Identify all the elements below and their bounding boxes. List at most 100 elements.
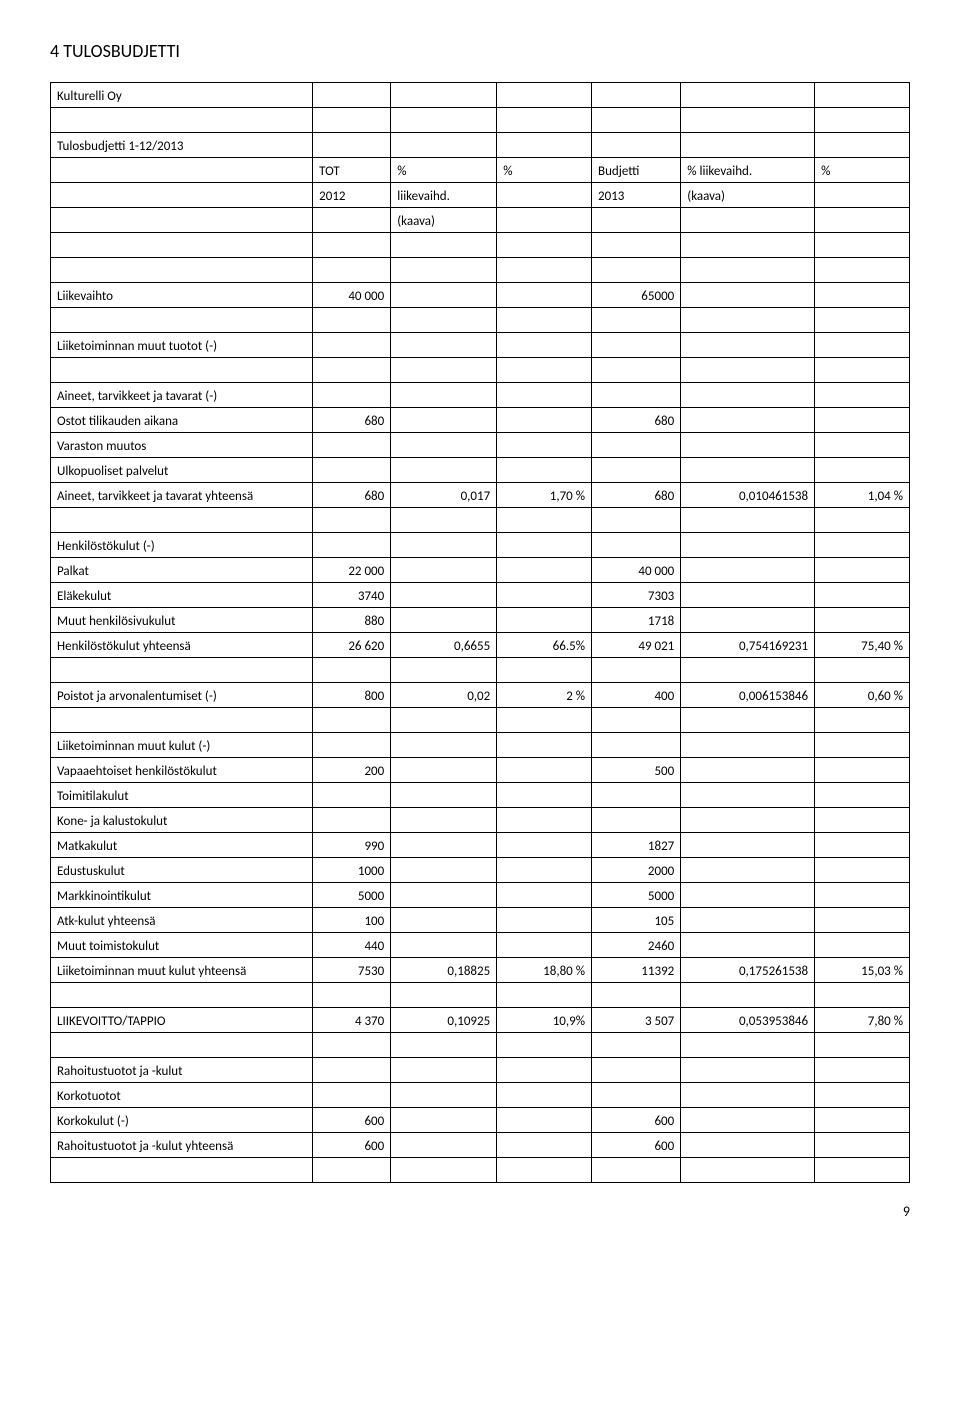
- table-cell: 0,02: [391, 683, 497, 708]
- table-cell: 1000: [313, 858, 391, 883]
- table-row: Eläkekulut37407303: [51, 583, 910, 608]
- hdr-kaava: (kaava): [391, 208, 497, 233]
- table-cell: 0,18825: [391, 958, 497, 983]
- table-cell: [815, 858, 910, 883]
- table-cell: [681, 1133, 815, 1158]
- subtitle-row: Tulosbudjetti 1-12/2013: [51, 133, 910, 158]
- table-cell: [815, 508, 910, 533]
- table-cell: Atk-kulut yhteensä: [51, 908, 313, 933]
- table-cell: 75,40 %: [815, 633, 910, 658]
- hdr-pct3: %: [815, 158, 910, 183]
- table-cell: [815, 458, 910, 483]
- table-cell: [391, 283, 497, 308]
- table-cell: 40 000: [592, 558, 681, 583]
- table-cell: [681, 283, 815, 308]
- table-cell: [815, 833, 910, 858]
- table-cell: [815, 733, 910, 758]
- table-cell: [815, 808, 910, 833]
- table-cell: [815, 758, 910, 783]
- subtitle: Tulosbudjetti 1-12/2013: [51, 133, 313, 158]
- table-cell: [391, 783, 497, 808]
- table-cell: 0,017: [391, 483, 497, 508]
- table-cell: 0,010461538: [681, 483, 815, 508]
- table-cell: [681, 358, 815, 383]
- table-cell: Liiketoiminnan muut tuotot (-): [51, 333, 313, 358]
- table-cell: [497, 608, 592, 633]
- table-cell: 680: [592, 483, 681, 508]
- table-cell: [391, 1158, 497, 1183]
- table-cell: [815, 533, 910, 558]
- table-cell: [313, 358, 391, 383]
- table-cell: 5000: [313, 883, 391, 908]
- table-cell: 22 000: [313, 558, 391, 583]
- table-cell: [313, 433, 391, 458]
- hdr-liikevaihd: liikevaihd.: [391, 183, 497, 208]
- table-row: Henkilöstökulut yhteensä26 6200,665566.5…: [51, 633, 910, 658]
- table-cell: [815, 408, 910, 433]
- table-cell: [313, 1083, 391, 1108]
- table-cell: [681, 433, 815, 458]
- table-cell: 990: [313, 833, 391, 858]
- table-cell: [815, 333, 910, 358]
- table-cell: [497, 333, 592, 358]
- table-cell: [313, 658, 391, 683]
- table-row: Edustuskulut10002000: [51, 858, 910, 883]
- table-cell: [391, 933, 497, 958]
- table-cell: [815, 708, 910, 733]
- table-cell: [592, 333, 681, 358]
- table-cell: Varaston muutos: [51, 433, 313, 458]
- company-name: Kulturelli Oy: [51, 83, 313, 108]
- table-cell: [313, 508, 391, 533]
- table-cell: [391, 608, 497, 633]
- table-row: Henkilöstökulut (-): [51, 533, 910, 558]
- table-cell: Aineet, tarvikkeet ja tavarat yhteensä: [51, 483, 313, 508]
- table-cell: 680: [313, 483, 391, 508]
- table-cell: [391, 383, 497, 408]
- table-cell: [681, 1158, 815, 1183]
- table-cell: [497, 783, 592, 808]
- table-cell: [391, 733, 497, 758]
- table-cell: [313, 808, 391, 833]
- table-cell: [592, 783, 681, 808]
- table-cell: [313, 533, 391, 558]
- table-cell: [497, 433, 592, 458]
- table-cell: [391, 558, 497, 583]
- table-cell: [592, 733, 681, 758]
- table-cell: [51, 708, 313, 733]
- table-cell: 26 620: [313, 633, 391, 658]
- hdr-budjetti: Budjetti: [592, 158, 681, 183]
- table-cell: 15,03 %: [815, 958, 910, 983]
- table-row: [51, 658, 910, 683]
- table-cell: [592, 433, 681, 458]
- table-row: Muut henkilösivukulut8801718: [51, 608, 910, 633]
- table-cell: [681, 858, 815, 883]
- table-cell: [815, 658, 910, 683]
- table-row: Korkotuotot: [51, 1083, 910, 1108]
- table-cell: [815, 983, 910, 1008]
- table-row: Liiketoiminnan muut kulut yhteensä75300,…: [51, 958, 910, 983]
- table-cell: [313, 983, 391, 1008]
- table-cell: [815, 358, 910, 383]
- table-cell: Markkinointikulut: [51, 883, 313, 908]
- table-row: Vapaaehtoiset henkilöstökulut200500: [51, 758, 910, 783]
- table-cell: [313, 383, 391, 408]
- table-cell: [681, 1058, 815, 1083]
- table-cell: Aineet, tarvikkeet ja tavarat (-): [51, 383, 313, 408]
- table-cell: [592, 1058, 681, 1083]
- table-cell: [391, 1058, 497, 1083]
- table-row: Atk-kulut yhteensä100105: [51, 908, 910, 933]
- table-cell: Vapaaehtoiset henkilöstökulut: [51, 758, 313, 783]
- table-cell: [497, 908, 592, 933]
- table-cell: [592, 1083, 681, 1108]
- table-cell: 49 021: [592, 633, 681, 658]
- table-cell: [391, 883, 497, 908]
- table-cell: [51, 1033, 313, 1058]
- table-cell: [592, 658, 681, 683]
- table-cell: [391, 858, 497, 883]
- table-cell: [497, 283, 592, 308]
- table-cell: [497, 883, 592, 908]
- table-cell: [681, 558, 815, 583]
- table-cell: [313, 783, 391, 808]
- table-cell: 0,006153846: [681, 683, 815, 708]
- table-cell: [592, 458, 681, 483]
